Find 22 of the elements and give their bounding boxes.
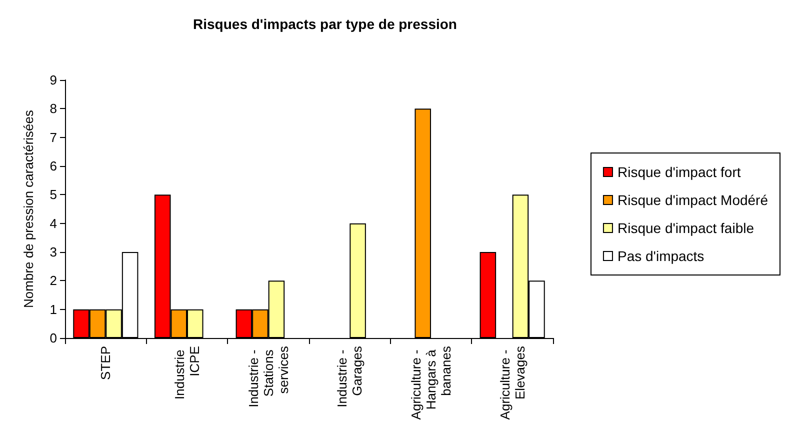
- chart-title: Risques d'impacts par type de pression: [193, 16, 457, 32]
- x-tick-label: Industrie ICPE: [172, 346, 202, 400]
- y-tick-label: 6: [50, 158, 57, 174]
- legend-label: Risque d'impact faible: [617, 220, 754, 236]
- y-tick-label: 7: [50, 130, 57, 145]
- legend-label: Risque d'impact fort: [617, 164, 741, 180]
- x-tick-label: Agriculture - Hangars à bananes: [408, 346, 454, 420]
- y-tick-label: 8: [50, 101, 57, 116]
- x-tick-label: Industrie - Garages: [334, 346, 365, 408]
- x-tick-label: Industrie - Stations services: [246, 346, 291, 408]
- legend-label: Risque d'impact Modéré: [617, 192, 768, 208]
- x-tick-label: Agriculture - Elevages: [497, 346, 528, 420]
- x-tick-label: STEP: [98, 346, 114, 380]
- y-tick-label: 4: [50, 216, 57, 231]
- y-tick-label: 0: [50, 330, 57, 346]
- y-axis-title: Nombre de pression caractérisées: [21, 110, 36, 308]
- y-tick-label: 9: [50, 72, 57, 88]
- legend-label: Pas d'impacts: [617, 248, 704, 264]
- y-tick-label: 5: [50, 187, 57, 202]
- y-tick-label: 2: [50, 273, 57, 288]
- y-tick-label: 1: [50, 302, 57, 317]
- y-tick-label: 3: [50, 244, 57, 260]
